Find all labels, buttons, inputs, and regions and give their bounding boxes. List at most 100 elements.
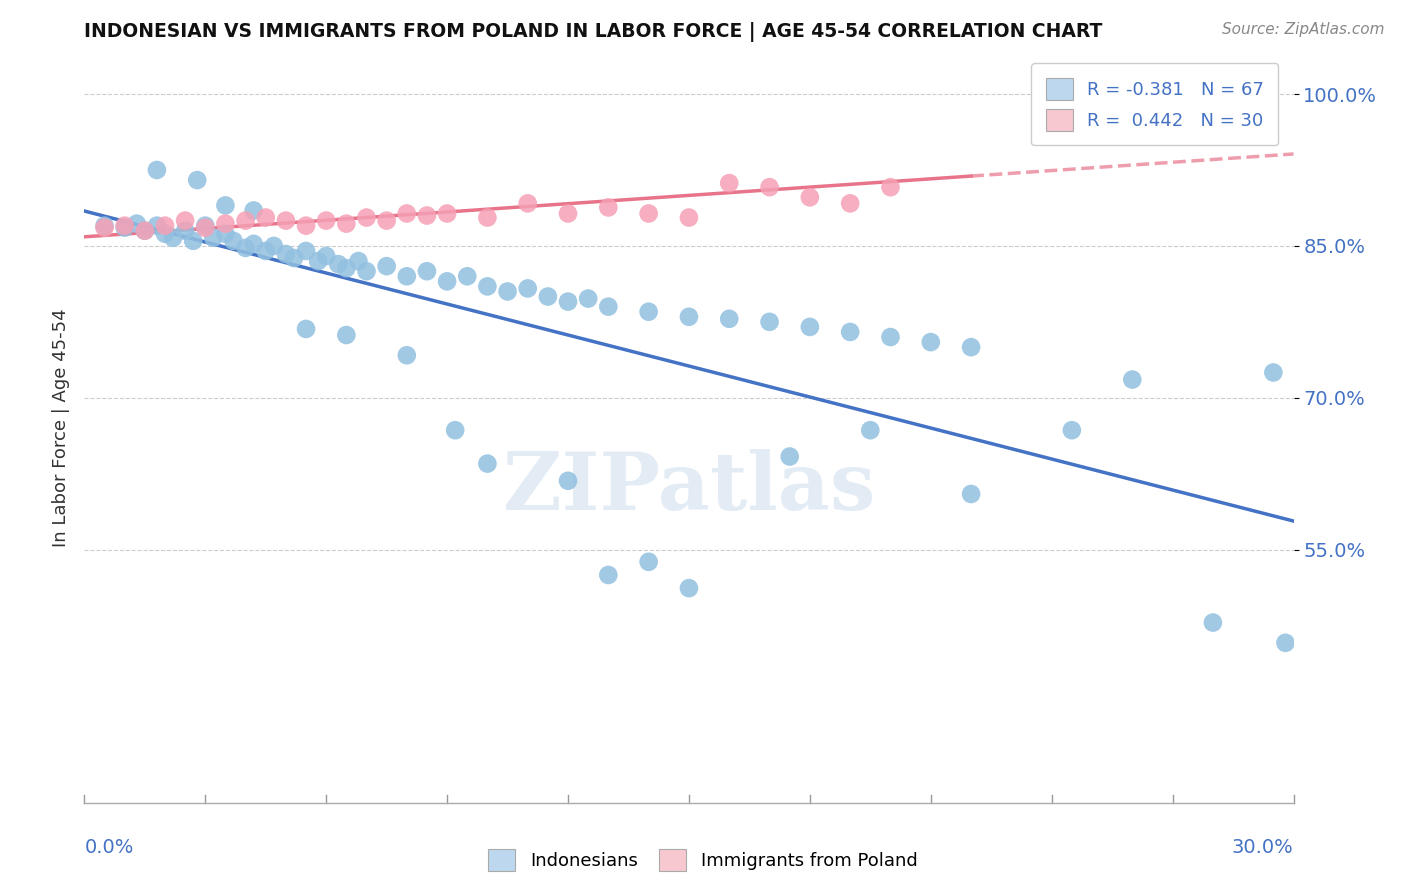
Point — [557, 206, 579, 220]
Point — [1202, 615, 1225, 630]
Text: INDONESIAN VS IMMIGRANTS FROM POLAND IN LABOR FORCE | AGE 45-54 CORRELATION CHAR: INDONESIAN VS IMMIGRANTS FROM POLAND IN … — [84, 21, 1102, 42]
Point — [678, 310, 700, 324]
Point — [328, 257, 350, 271]
Y-axis label: In Labor Force | Age 45-54: In Labor Force | Age 45-54 — [52, 309, 70, 548]
Point — [758, 315, 780, 329]
Point — [1060, 423, 1083, 437]
Point — [395, 348, 418, 362]
Point — [356, 211, 378, 225]
Text: 30.0%: 30.0% — [1232, 838, 1294, 857]
Point — [194, 220, 217, 235]
Point — [436, 274, 458, 288]
Point — [347, 254, 370, 268]
Text: ZIPatlas: ZIPatlas — [503, 449, 875, 527]
Point — [779, 450, 801, 464]
Point — [637, 206, 659, 220]
Point — [335, 328, 357, 343]
Point — [576, 292, 599, 306]
Point — [335, 261, 357, 276]
Point — [1121, 373, 1143, 387]
Point — [235, 241, 257, 255]
Point — [214, 227, 236, 241]
Point — [335, 217, 357, 231]
Point — [395, 269, 418, 284]
Point — [557, 294, 579, 309]
Point — [799, 319, 821, 334]
Point — [799, 190, 821, 204]
Point — [295, 322, 318, 336]
Point — [153, 227, 176, 241]
Point — [114, 220, 136, 235]
Point — [114, 219, 136, 233]
Point — [436, 206, 458, 220]
Point — [537, 289, 560, 303]
Point — [93, 219, 115, 233]
Point — [153, 219, 176, 233]
Point — [879, 180, 901, 194]
Point — [202, 231, 225, 245]
Point — [274, 213, 297, 227]
Point — [960, 340, 983, 354]
Point — [859, 423, 882, 437]
Point — [598, 300, 620, 314]
Point — [274, 247, 297, 261]
Point — [477, 457, 499, 471]
Point — [194, 219, 217, 233]
Point — [254, 211, 277, 225]
Point — [477, 211, 499, 225]
Point — [758, 180, 780, 194]
Point — [235, 213, 257, 227]
Point — [678, 211, 700, 225]
Point — [295, 244, 318, 258]
Point — [242, 203, 264, 218]
Legend: R = -0.381   N = 67, R =  0.442   N = 30: R = -0.381 N = 67, R = 0.442 N = 30 — [1031, 63, 1278, 145]
Point — [375, 259, 398, 273]
Point — [516, 196, 538, 211]
Point — [254, 244, 277, 258]
Text: 0.0%: 0.0% — [84, 838, 134, 857]
Point — [879, 330, 901, 344]
Point — [214, 217, 236, 231]
Point — [960, 487, 983, 501]
Point — [181, 234, 204, 248]
Point — [315, 213, 337, 227]
Point — [242, 236, 264, 251]
Point — [637, 304, 659, 318]
Point — [263, 239, 285, 253]
Point — [375, 213, 398, 227]
Point — [283, 251, 305, 265]
Point — [356, 264, 378, 278]
Point — [598, 568, 620, 582]
Text: Source: ZipAtlas.com: Source: ZipAtlas.com — [1222, 22, 1385, 37]
Point — [174, 224, 197, 238]
Point — [93, 220, 115, 235]
Point — [496, 285, 519, 299]
Point — [1274, 636, 1296, 650]
Point — [477, 279, 499, 293]
Point — [1263, 366, 1285, 380]
Point — [134, 224, 156, 238]
Point — [516, 281, 538, 295]
Point — [162, 231, 184, 245]
Point — [146, 163, 169, 178]
Point — [839, 196, 862, 211]
Point — [146, 219, 169, 233]
Point — [598, 201, 620, 215]
Point — [678, 581, 700, 595]
Point — [637, 555, 659, 569]
Point — [134, 224, 156, 238]
Point — [307, 254, 329, 268]
Point — [456, 269, 478, 284]
Point — [1161, 109, 1184, 123]
Point — [416, 209, 439, 223]
Point — [416, 264, 439, 278]
Point — [718, 176, 741, 190]
Point — [920, 335, 942, 350]
Point — [395, 206, 418, 220]
Legend: Indonesians, Immigrants from Poland: Indonesians, Immigrants from Poland — [481, 842, 925, 879]
Point — [557, 474, 579, 488]
Point — [125, 217, 148, 231]
Point — [295, 219, 318, 233]
Point — [186, 173, 208, 187]
Point — [214, 198, 236, 212]
